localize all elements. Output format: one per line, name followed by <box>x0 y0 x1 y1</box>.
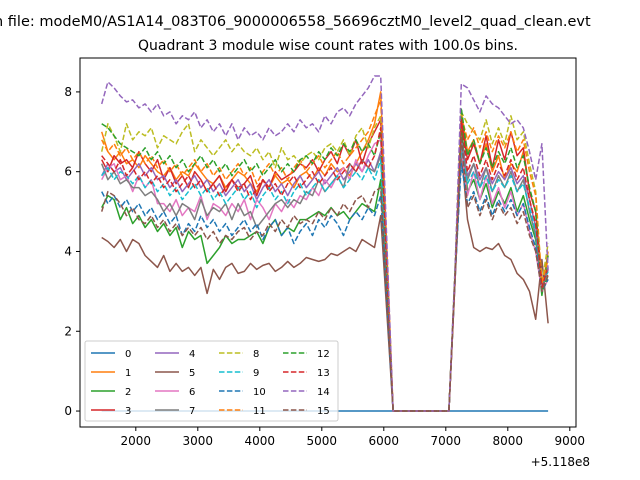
legend-label-3: 3 <box>125 406 131 417</box>
legend-label-5: 5 <box>189 368 195 379</box>
x-offset-label: +5.118e8 <box>531 455 590 469</box>
legend-label-11: 11 <box>253 406 266 417</box>
x-tick-label: 4000 <box>245 434 276 448</box>
legend-label-9: 9 <box>253 368 259 379</box>
legend-label-13: 13 <box>317 368 330 379</box>
x-tick-label: 5000 <box>307 434 338 448</box>
series-layer <box>100 75 549 412</box>
legend-label-0: 0 <box>125 349 131 360</box>
legend-label-6: 6 <box>189 387 195 398</box>
y-tick-label: 2 <box>64 324 72 338</box>
series-line-12 <box>101 107 549 412</box>
legend-label-14: 14 <box>317 387 330 398</box>
x-tick-label: 7000 <box>431 434 462 448</box>
series-line-11 <box>101 99 549 412</box>
axes-layer: 2000 3000 4000 5000 6000 7000 8000 9000 0 2 4 6 8 <box>64 57 586 448</box>
legend-label-2: 2 <box>125 387 131 398</box>
series-line-2 <box>101 123 549 412</box>
series-line-13 <box>101 119 549 412</box>
x-tick-label: 6000 <box>369 434 400 448</box>
plot-frame <box>79 57 577 428</box>
y-tick-label: 6 <box>64 165 72 179</box>
series-line-5 <box>101 150 549 412</box>
x-tick-label: 2000 <box>121 434 152 448</box>
legend-label-7: 7 <box>189 406 195 417</box>
x-tick-label: 3000 <box>183 434 214 448</box>
y-tick-label: 0 <box>64 404 72 418</box>
x-tick-label: 8000 <box>493 434 524 448</box>
legend-box <box>84 340 339 422</box>
x-tick-label: 9000 <box>555 434 586 448</box>
legend-label-15: 15 <box>317 406 330 417</box>
figure-suptitle: n file: modeM0/AS1A14_083T06_9000006558_… <box>0 14 591 30</box>
legend-label-4: 4 <box>189 349 195 360</box>
y-tick-label: 4 <box>64 244 72 258</box>
series-line-15 <box>100 135 549 412</box>
y-tick-label: 8 <box>64 85 72 99</box>
series-line-10 <box>101 162 549 412</box>
legend-label-1: 1 <box>125 368 131 379</box>
series-line-14 <box>100 75 549 412</box>
legend-label-12: 12 <box>317 349 330 360</box>
legend-label-8: 8 <box>253 349 259 360</box>
legend-label-10: 10 <box>253 387 266 398</box>
chart-title: Quadrant 3 module wise count rates with … <box>138 38 518 54</box>
